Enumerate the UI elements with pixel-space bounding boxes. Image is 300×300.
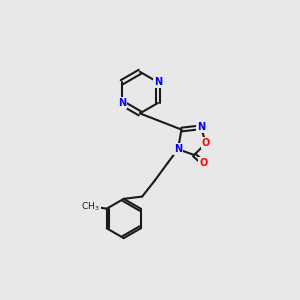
Text: N: N bbox=[118, 98, 126, 108]
Text: O: O bbox=[202, 138, 210, 148]
Text: O: O bbox=[199, 158, 208, 168]
Text: O: O bbox=[88, 201, 96, 212]
Text: N: N bbox=[174, 144, 182, 154]
Text: CH$_3$: CH$_3$ bbox=[81, 200, 100, 213]
Text: N: N bbox=[154, 77, 162, 87]
Text: N: N bbox=[197, 122, 205, 132]
